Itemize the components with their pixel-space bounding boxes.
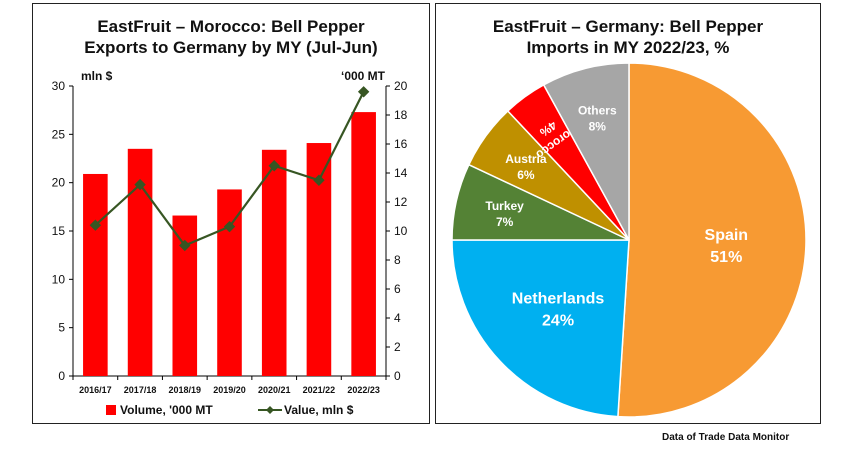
right-axis-tick-label: 18 (394, 108, 408, 122)
bar-2016/17 (83, 173, 108, 376)
right-axis-tick-label: 14 (394, 166, 408, 180)
left-axis-tick-label: 5 (58, 321, 65, 335)
pie-label-turkey: Turkey 7% (485, 199, 524, 229)
left-axis-tick-label: 20 (52, 176, 66, 190)
left-axis-label: mln $ (81, 69, 113, 83)
value-point-2017/18 (134, 178, 146, 191)
left-axis-tick-label: 15 (52, 224, 66, 238)
left-axis-tick-label: 0 (58, 369, 65, 383)
bar-2020/21 (261, 149, 287, 376)
pie-slice-name-spain: Spain (705, 227, 749, 244)
pie-slice-pct-austria: 6% (517, 168, 535, 182)
pie-label-others: Others 8% (578, 104, 617, 134)
right-axis-tick-label: 16 (394, 137, 408, 151)
combo-chart-title-line-2: Exports to Germany by MY (Jul-Jun) (84, 38, 378, 57)
right-axis-tick-label: 4 (394, 311, 401, 325)
x-axis-tick-label: 2021/22 (303, 385, 336, 395)
bar-2019/20 (217, 189, 242, 376)
left-axis-tick-label: 30 (52, 79, 66, 93)
bar-2018/19 (172, 215, 198, 376)
value-point-2022/23 (357, 86, 370, 98)
pie-slice-pct-netherlands: 24% (542, 313, 574, 330)
pie-slice-pct-others: 8% (589, 120, 607, 134)
bar-2022/23 (351, 112, 376, 376)
pie-chart-title-line-1: EastFruit – Germany: Bell Pepper (492, 17, 764, 36)
pie-chart-panel: EastFruit – Germany: Bell Pepper Imports… (435, 3, 821, 424)
pie-slice-name-netherlands: Netherlands (512, 291, 605, 308)
x-axis-tick-label: 2018/19 (169, 385, 202, 395)
left-axis-tick-label: 10 (52, 272, 66, 286)
left-axis-tick-label: 25 (52, 127, 66, 141)
right-axis-tick-label: 20 (394, 79, 408, 93)
pie-slice-pct-turkey: 7% (496, 215, 514, 229)
value-point-2021/22 (313, 174, 325, 186)
pie-slice-name-others: Others (578, 104, 617, 118)
right-axis-tick-label: 0 (394, 369, 401, 383)
right-axis-label: ‘000 MT (341, 69, 386, 83)
x-axis-tick-label: 2019/20 (213, 385, 246, 395)
pie-chart: Spain51%Netherlands24%Turkey7%Austria6%M… (451, 62, 807, 418)
pie-label-austria: Austria 6% (505, 152, 547, 182)
combo-chart-title-line-1: EastFruit – Morocco: Bell Pepper (97, 17, 365, 36)
legend-volume-label: Volume, '000 MT (120, 403, 213, 417)
pie-slice-name-turkey: Turkey (485, 199, 524, 213)
right-axis-tick-label: 12 (394, 195, 408, 209)
right-axis-tick-label: 6 (394, 282, 401, 296)
x-axis-tick-label: 2016/17 (79, 385, 112, 395)
pie-label-spain: Spain 51% (705, 227, 749, 266)
value-point-2016/17 (89, 219, 102, 231)
pie-chart-title-line-2: Imports in MY 2022/23, % (526, 38, 730, 57)
x-axis-tick-label: 2020/21 (258, 385, 291, 395)
pie-chart-title: EastFruit – Germany: Bell Pepper Imports… (436, 16, 820, 58)
pie-slice-netherlands (451, 239, 630, 418)
value-point-2020/21 (268, 160, 280, 172)
combo-chart-panel: EastFruit – Morocco: Bell Pepper Exports… (32, 3, 430, 424)
pie-slice-spain (617, 62, 807, 418)
value-point-2019/20 (223, 220, 236, 233)
value-point-2018/19 (179, 239, 191, 252)
legend-volume-swatch (106, 405, 116, 415)
combo-chart-title: EastFruit – Morocco: Bell Pepper Exports… (33, 16, 429, 58)
source-note: Data of Trade Data Monitor (662, 432, 790, 443)
legend-value-label: Value, mln $ (284, 403, 354, 417)
pie-slice-pct-spain: 51% (710, 249, 742, 266)
right-axis-tick-label: 8 (394, 253, 401, 267)
x-axis-tick-label: 2022/23 (347, 385, 380, 395)
x-axis-tick-label: 2017/18 (124, 385, 157, 395)
pie-slice-others (542, 62, 630, 241)
pie-label-netherlands: Netherlands 24% (512, 291, 605, 330)
combo-chart: 0 5 10 15 20 25 30 0 2 4 6 8 10 12 14 16 18 20 mln $ ‘000 M… (52, 69, 408, 417)
pie-slice-name-austria: Austria (505, 152, 547, 166)
legend-value-marker (266, 406, 274, 414)
right-axis-tick-label: 2 (394, 340, 401, 354)
right-axis-tick-label: 10 (394, 224, 408, 238)
